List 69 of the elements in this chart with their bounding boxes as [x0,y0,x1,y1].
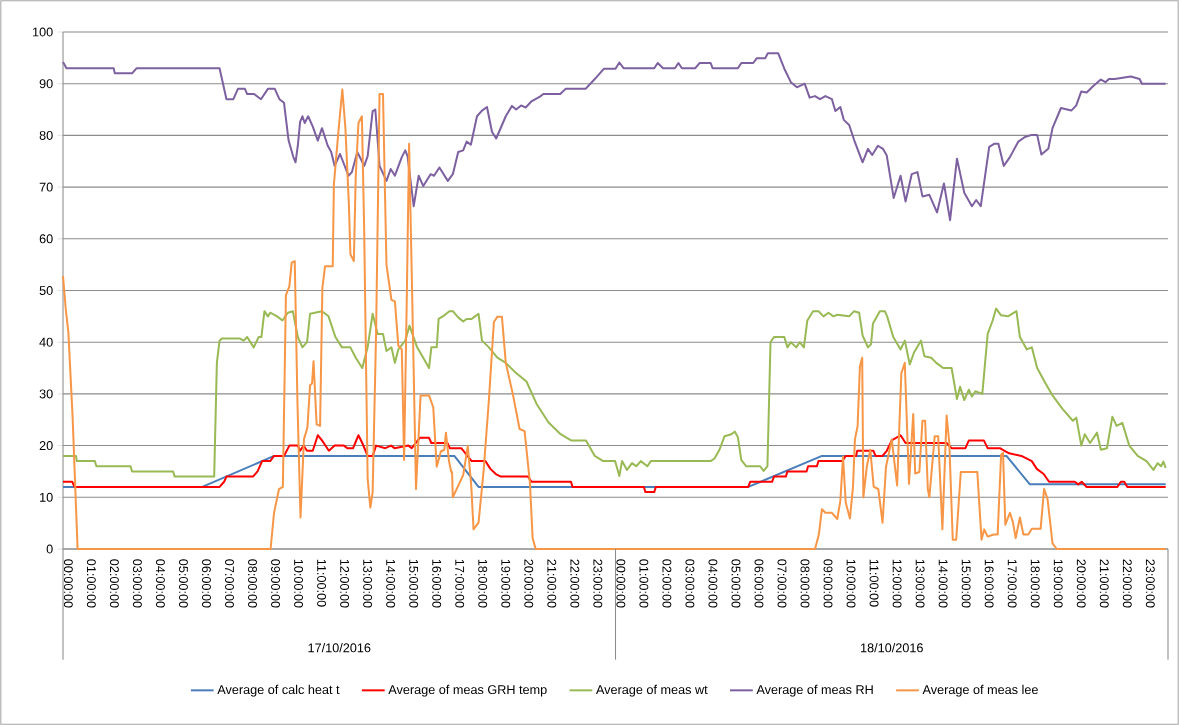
x-tick-label: 00:00:00 [63,559,73,608]
x-tick-label: 20:00:00 [1076,559,1086,608]
x-tick-label: 15:00:00 [961,559,971,608]
y-tick-label: 0 [46,544,53,554]
x-tick-label: 12:00:00 [892,559,902,608]
x-tick-label: 18:00:00 [1030,559,1040,608]
text: 18/10/2016 [861,643,923,653]
x-tick-label: 11:00:00 [869,559,879,607]
x-tick-label: 00:00:00 [616,559,626,608]
y-tick-label: 90 [39,79,53,89]
x-tick-label: 20:00:00 [524,559,534,608]
x-tick-label: 21:00:00 [547,559,557,608]
x-tick-label: 19:00:00 [1053,559,1063,608]
x-tick-label: 15:00:00 [409,559,419,608]
x-tick-label: 21:00:00 [1099,559,1109,608]
x-tick-label: 12:00:00 [340,559,350,608]
y-tick-label: 70 [39,182,53,192]
legend-label: Average of meas lee [922,684,1038,697]
x-tick-label: 22:00:00 [1122,559,1132,608]
x-tick-label: 07:00:00 [225,559,234,608]
x-tick-label: 06:00:00 [201,559,211,608]
x-tick-label: 06:00:00 [754,559,764,608]
x-tick-label: 03:00:00 [132,559,142,608]
x-tick-label: 03:00:00 [685,559,695,608]
x-tick-label: 10:00:00 [294,559,304,608]
text: 17/10/2016 [308,643,371,653]
x-tick-label: 17:00:00 [1007,559,1017,608]
y-tick-label: 80 [39,130,53,140]
x-tick-label: 14:00:00 [386,559,396,608]
x-tick-label: 13:00:00 [363,559,373,608]
x-tick-label: 23:00:00 [1145,559,1155,608]
x-tick-label: 23:00:00 [593,559,603,608]
y-tick-label: 30 [39,389,53,399]
x-tick-label: 05:00:00 [731,559,741,608]
x-tick-label: 16:00:00 [432,559,442,608]
line-series [62,307,1167,478]
x-tick-label: 22:00:00 [570,559,580,608]
x-tick-label: 09:00:00 [271,559,281,608]
x-tick-label: 17:00:00 [455,559,465,608]
y-tick-label: 40 [39,337,53,347]
x-tick-label: 08:00:00 [248,559,257,608]
y-tick-label: 10 [40,492,53,502]
line-series [62,434,1167,494]
x-tick-label: 14:00:00 [938,559,948,608]
y-tick-label: 60 [39,234,53,244]
x-tick-label: 16:00:00 [984,559,994,608]
y-tick-label: 100 [33,27,53,37]
x-tick-label: 04:00:00 [708,559,718,608]
x-tick-label: 01:00:00 [86,559,96,608]
x-tick-label: 11:00:00 [317,559,327,607]
legend-label: Average of meas wt [595,684,708,697]
x-tick-label: 01:00:00 [639,559,649,608]
x-tick-label: 13:00:00 [915,559,925,608]
y-tick-label: 50 [39,286,53,295]
y-tick-label: 20 [39,441,53,451]
x-tick-label: 18:00:00 [478,559,488,608]
legend-label: Average of meas RH [756,684,873,697]
x-tick-label: 09:00:00 [823,559,833,608]
x-tick-label: 04:00:00 [155,559,165,608]
x-tick-label: 05:00:00 [178,559,188,608]
x-tick-label: 02:00:00 [662,559,672,608]
legend-label: Average of meas GRH temp [388,684,547,697]
x-tick-label: 08:00:00 [800,559,810,608]
legend-label: Average of calc heat t [217,684,340,697]
x-tick-label: 19:00:00 [501,559,511,608]
x-tick-label: 07:00:00 [777,559,787,608]
x-tick-label: 02:00:00 [109,559,119,608]
line-series [62,52,1167,222]
x-tick-label: 10:00:00 [846,559,856,608]
